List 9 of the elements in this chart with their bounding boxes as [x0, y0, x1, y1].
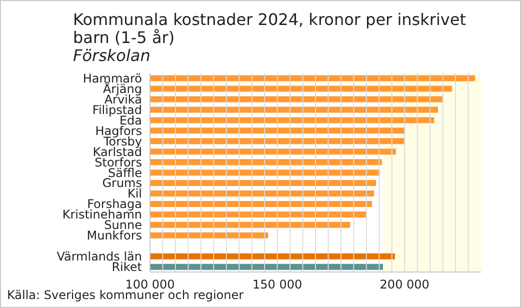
y-tick-label: Årjäng	[102, 80, 142, 96]
x-tick-label: 200 000	[380, 278, 430, 292]
y-tick-label: Hagfors	[95, 124, 142, 138]
y-tick-label: Riket	[112, 260, 142, 274]
y-tick-label: Munkfors	[86, 228, 142, 243]
y-tick-label: Filipstad	[92, 102, 142, 117]
chart-title: Kommunala kostnader 2024, kronor per inskrivet barn (1-5 år)	[73, 10, 468, 47]
x-tick-label: 150 000	[252, 278, 302, 292]
chart-subtitle: Förskolan	[73, 46, 152, 65]
